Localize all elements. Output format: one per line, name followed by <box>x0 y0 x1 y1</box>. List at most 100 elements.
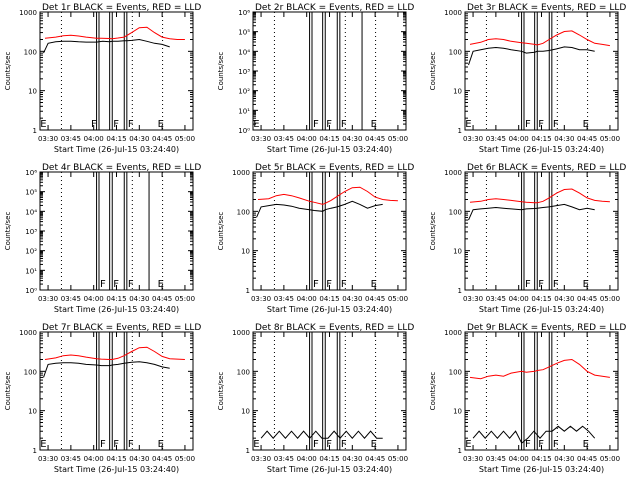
flag-label-f: F <box>538 279 544 290</box>
y-axis-label: Counts/sec <box>4 372 12 411</box>
x-tick-label: 03:30 <box>38 455 58 463</box>
events-series-line <box>468 203 595 221</box>
lld-series-line <box>469 188 610 204</box>
x-tick-label: 04:00 <box>509 295 529 303</box>
events-series-line <box>468 46 595 66</box>
y-axis-label: Counts/sec <box>429 52 437 91</box>
flag-label-f: F <box>341 439 347 450</box>
x-tick-label: 04:45 <box>365 295 385 303</box>
flag-label-f: F <box>91 119 97 130</box>
y-tick-label: 10⁰ <box>238 127 250 135</box>
flag-label-f: F <box>313 439 319 450</box>
flag-label-e: E <box>253 119 259 130</box>
x-tick-label: 03:45 <box>486 135 506 143</box>
x-tick-label: 04:15 <box>106 135 126 143</box>
events-series-line <box>256 200 383 218</box>
y-tick-label: 10 <box>241 248 250 256</box>
y-tick-label: 10⁵ <box>25 189 37 197</box>
x-tick-label: 03:30 <box>463 135 483 143</box>
x-tick-label: 03:30 <box>251 295 271 303</box>
x-axis-label: Start Time (26-Jul-15 03:24:40) <box>267 145 392 154</box>
y-tick-label: 10¹ <box>238 107 250 115</box>
flag-label-f: F <box>525 119 531 130</box>
events-series-line <box>43 361 170 378</box>
x-tick-label: 03:45 <box>486 455 506 463</box>
flag-label-e: E <box>465 119 471 130</box>
x-tick-label: 03:30 <box>251 135 271 143</box>
x-tick-label: 05:00 <box>175 455 195 463</box>
flag-label-e: E <box>253 439 259 450</box>
panel-title: Det 8r BLACK = Events, RED = LLD <box>255 323 414 333</box>
y-tick-label: 1000 <box>19 329 37 337</box>
y-tick-label: 100 <box>449 48 462 56</box>
flag-label-e: E <box>465 439 471 450</box>
x-tick-label: 04:30 <box>342 295 362 303</box>
flag-label-f: F <box>326 439 332 450</box>
flag-label-f: F <box>128 279 134 290</box>
flag-label-e: E <box>158 279 164 290</box>
flag-label-f: F <box>313 279 319 290</box>
lld-series-line <box>44 346 185 360</box>
x-tick-label: 04:45 <box>577 455 597 463</box>
lld-series-line <box>469 358 610 380</box>
y-axis-label: Counts/sec <box>429 212 437 251</box>
y-tick-label: 1 <box>246 447 250 455</box>
y-tick-label: 1000 <box>232 329 250 337</box>
x-tick-label: 04:15 <box>319 455 339 463</box>
flag-label-f: F <box>113 439 119 450</box>
plot-frame <box>464 171 619 291</box>
panel-title: Det 2r BLACK = Events, RED = LLD <box>255 3 414 13</box>
y-tick-label: 1000 <box>444 329 462 337</box>
flag-label-f: F <box>553 439 559 450</box>
flag-label-e: E <box>371 279 377 290</box>
flag-label-f: F <box>113 119 119 130</box>
lld-series-line <box>44 26 185 40</box>
events-series-line <box>472 425 596 444</box>
y-tick-label: 1000 <box>19 9 37 17</box>
x-tick-label: 04:45 <box>152 295 172 303</box>
flag-label-f: F <box>538 439 544 450</box>
x-tick-label: 04:15 <box>319 135 339 143</box>
y-tick-label: 1000 <box>444 169 462 177</box>
plot-frame <box>252 331 407 451</box>
x-tick-label: 04:00 <box>297 135 317 143</box>
y-tick-label: 100 <box>449 368 462 376</box>
y-tick-label: 10 <box>453 248 462 256</box>
y-tick-label: 10 <box>453 408 462 416</box>
flag-label-f: F <box>341 279 347 290</box>
x-tick-label: 05:00 <box>600 295 620 303</box>
panel-title: Det 5r BLACK = Events, RED = LLD <box>255 163 414 173</box>
x-tick-label: 03:30 <box>38 295 58 303</box>
flag-label-f: F <box>100 279 106 290</box>
x-tick-label: 04:30 <box>554 295 574 303</box>
y-tick-label: 10⁶ <box>25 169 37 177</box>
y-tick-label: 10³ <box>238 68 250 76</box>
y-tick-label: 10¹ <box>25 267 37 275</box>
plot-frame <box>39 11 194 131</box>
x-tick-label: 05:00 <box>388 295 408 303</box>
y-tick-label: 1 <box>33 127 37 135</box>
x-tick-label: 05:00 <box>600 455 620 463</box>
plot-frame <box>252 11 407 131</box>
x-tick-label: 04:15 <box>106 455 126 463</box>
flag-label-f: F <box>525 279 531 290</box>
y-tick-label: 10 <box>453 88 462 96</box>
y-axis-label: Counts/sec <box>217 372 225 411</box>
flag-label-f: F <box>553 279 559 290</box>
x-tick-label: 04:00 <box>84 455 104 463</box>
flag-label-f: F <box>113 279 119 290</box>
y-tick-label: 10² <box>25 248 37 256</box>
x-tick-label: 04:00 <box>509 135 529 143</box>
x-axis-label: Start Time (26-Jul-15 03:24:40) <box>479 145 604 154</box>
flag-label-e: E <box>371 439 377 450</box>
flag-label-f: F <box>128 119 134 130</box>
x-tick-label: 04:45 <box>152 455 172 463</box>
flag-label-f: F <box>553 119 559 130</box>
